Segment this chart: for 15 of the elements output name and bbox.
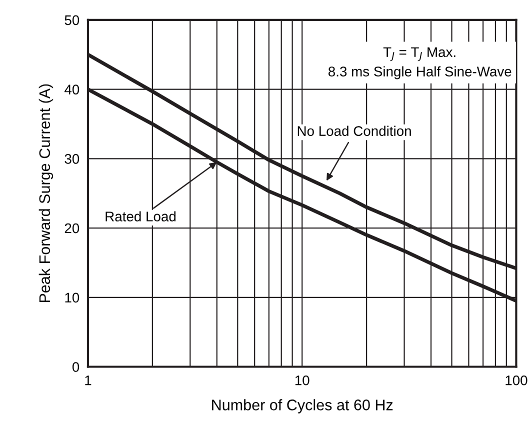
x-axis-title: Number of Cycles at 60 Hz bbox=[212, 399, 393, 414]
y-tick-label: 10 bbox=[65, 292, 80, 303]
annotation: T$_{J}$ = T$_{J}$ Max. bbox=[383, 47, 456, 62]
y-tick-label: 40 bbox=[64, 84, 80, 94]
y-axis-title: Peak Forward Surge Current (A) bbox=[38, 84, 54, 302]
y-tick-label: 50 bbox=[64, 15, 80, 26]
y-tick-label: 20 bbox=[64, 223, 80, 234]
annotation: Rated Load bbox=[106, 211, 176, 222]
x-tick-label: 10 bbox=[295, 375, 310, 386]
annotation: No Load Condition bbox=[298, 126, 411, 136]
x-tick-label: 100 bbox=[506, 375, 528, 386]
x-tick-label: 1 bbox=[85, 376, 92, 386]
y-tick-label: 0 bbox=[72, 362, 80, 372]
annotation: 8.3 ms Single Half Sine-Wave bbox=[328, 66, 512, 80]
y-tick-label: 30 bbox=[64, 154, 80, 164]
